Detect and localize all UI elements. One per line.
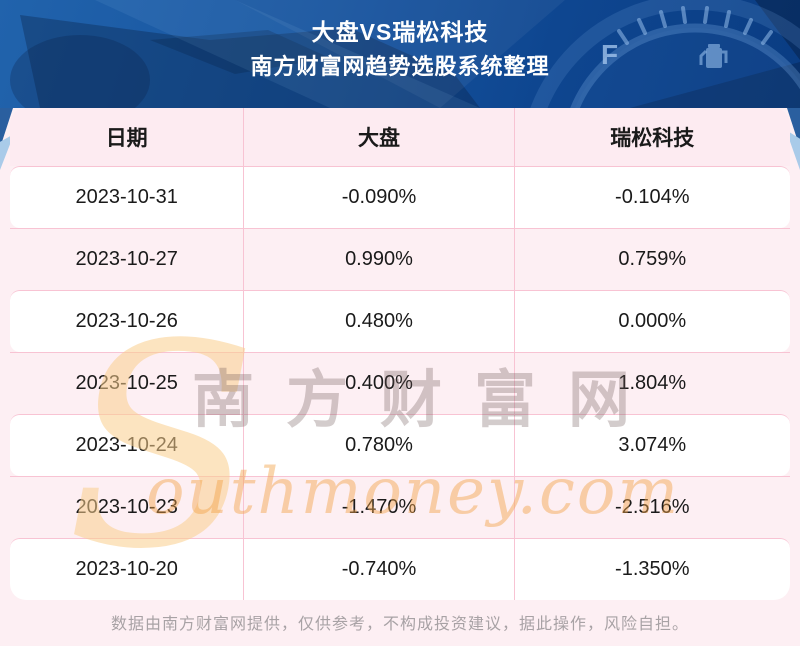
market-change-cell: 0.990% bbox=[243, 228, 514, 290]
market-change-cell: 0.480% bbox=[243, 290, 514, 352]
page-title: 大盘VS瑞松科技 bbox=[311, 19, 489, 45]
column-header-market: 大盘 bbox=[243, 108, 514, 166]
column-header-stock: 瑞松科技 bbox=[513, 108, 790, 166]
gauge-face bbox=[570, 23, 800, 108]
date-cell: 2023-10-20 bbox=[10, 538, 244, 600]
market-change-cell: -1.470% bbox=[243, 476, 514, 538]
dark-corner bbox=[630, 0, 800, 108]
date-cell: 2023-10-25 bbox=[10, 352, 244, 414]
table-row: 2023-10-23 -1.470% -2.516% bbox=[10, 476, 790, 538]
fuel-pump-icon bbox=[699, 44, 728, 68]
gauge-full-label: F bbox=[601, 39, 618, 70]
stock-change-cell: -0.104% bbox=[513, 166, 790, 228]
table-row: 2023-10-20 -0.740% -1.350% bbox=[10, 538, 790, 600]
table-row: 2023-10-24 0.780% 3.074% bbox=[10, 414, 790, 476]
date-cell: 2023-10-24 bbox=[10, 414, 244, 476]
machine-silhouette bbox=[10, 15, 480, 108]
fuel-gauge-ticks bbox=[617, 6, 773, 45]
table-row: 2023-10-25 0.400% 1.804% bbox=[10, 352, 790, 414]
date-cell: 2023-10-23 bbox=[10, 476, 244, 538]
date-cell: 2023-10-27 bbox=[10, 228, 244, 290]
stock-change-cell: 0.000% bbox=[513, 290, 790, 352]
page-subtitle: 南方财富网趋势选股系统整理 bbox=[250, 54, 550, 79]
header-banner: F 大盘VS瑞松科技 南方财富网趋势选股系统整理 bbox=[0, 0, 800, 108]
gauge-bezel-arc bbox=[530, 0, 800, 108]
market-change-cell: 0.400% bbox=[243, 352, 514, 414]
hero-text: 大盘VS瑞松科技 南方财富网趋势选股系统整理 bbox=[0, 0, 800, 78]
column-header-date: 日期 bbox=[10, 108, 244, 166]
stock-change-cell: -1.350% bbox=[513, 538, 790, 600]
disclaimer-text: 数据由南方财富网提供，仅供参考，不构成投资建议，据此操作，风险自担。 bbox=[110, 616, 689, 633]
market-change-cell: -0.740% bbox=[243, 538, 514, 600]
stock-change-cell: 1.804% bbox=[513, 352, 790, 414]
table-row: 2023-10-27 0.990% 0.759% bbox=[10, 228, 790, 290]
date-cell: 2023-10-31 bbox=[10, 166, 244, 228]
stock-change-cell: -2.516% bbox=[513, 476, 790, 538]
light-band bbox=[95, 0, 565, 108]
comparison-table: 日期 大盘 瑞松科技 2023-10-31 -0.090% -0.104% 20… bbox=[10, 108, 790, 600]
stock-change-cell: 3.074% bbox=[513, 414, 790, 476]
date-cell: 2023-10-26 bbox=[10, 290, 244, 352]
market-change-cell: -0.090% bbox=[243, 166, 514, 228]
stock-change-cell: 0.759% bbox=[513, 228, 790, 290]
table-header-row: 日期 大盘 瑞松科技 bbox=[10, 108, 790, 166]
dashboard-photo-overlay: F bbox=[10, 0, 800, 108]
table-row: 2023-10-31 -0.090% -0.104% bbox=[10, 166, 790, 228]
table-row: 2023-10-26 0.480% 0.000% bbox=[10, 290, 790, 352]
content-area: 日期 大盘 瑞松科技 2023-10-31 -0.090% -0.104% 20… bbox=[0, 108, 800, 646]
fuel-gauge-graphic: F bbox=[530, 0, 800, 108]
market-change-cell: 0.780% bbox=[243, 414, 514, 476]
